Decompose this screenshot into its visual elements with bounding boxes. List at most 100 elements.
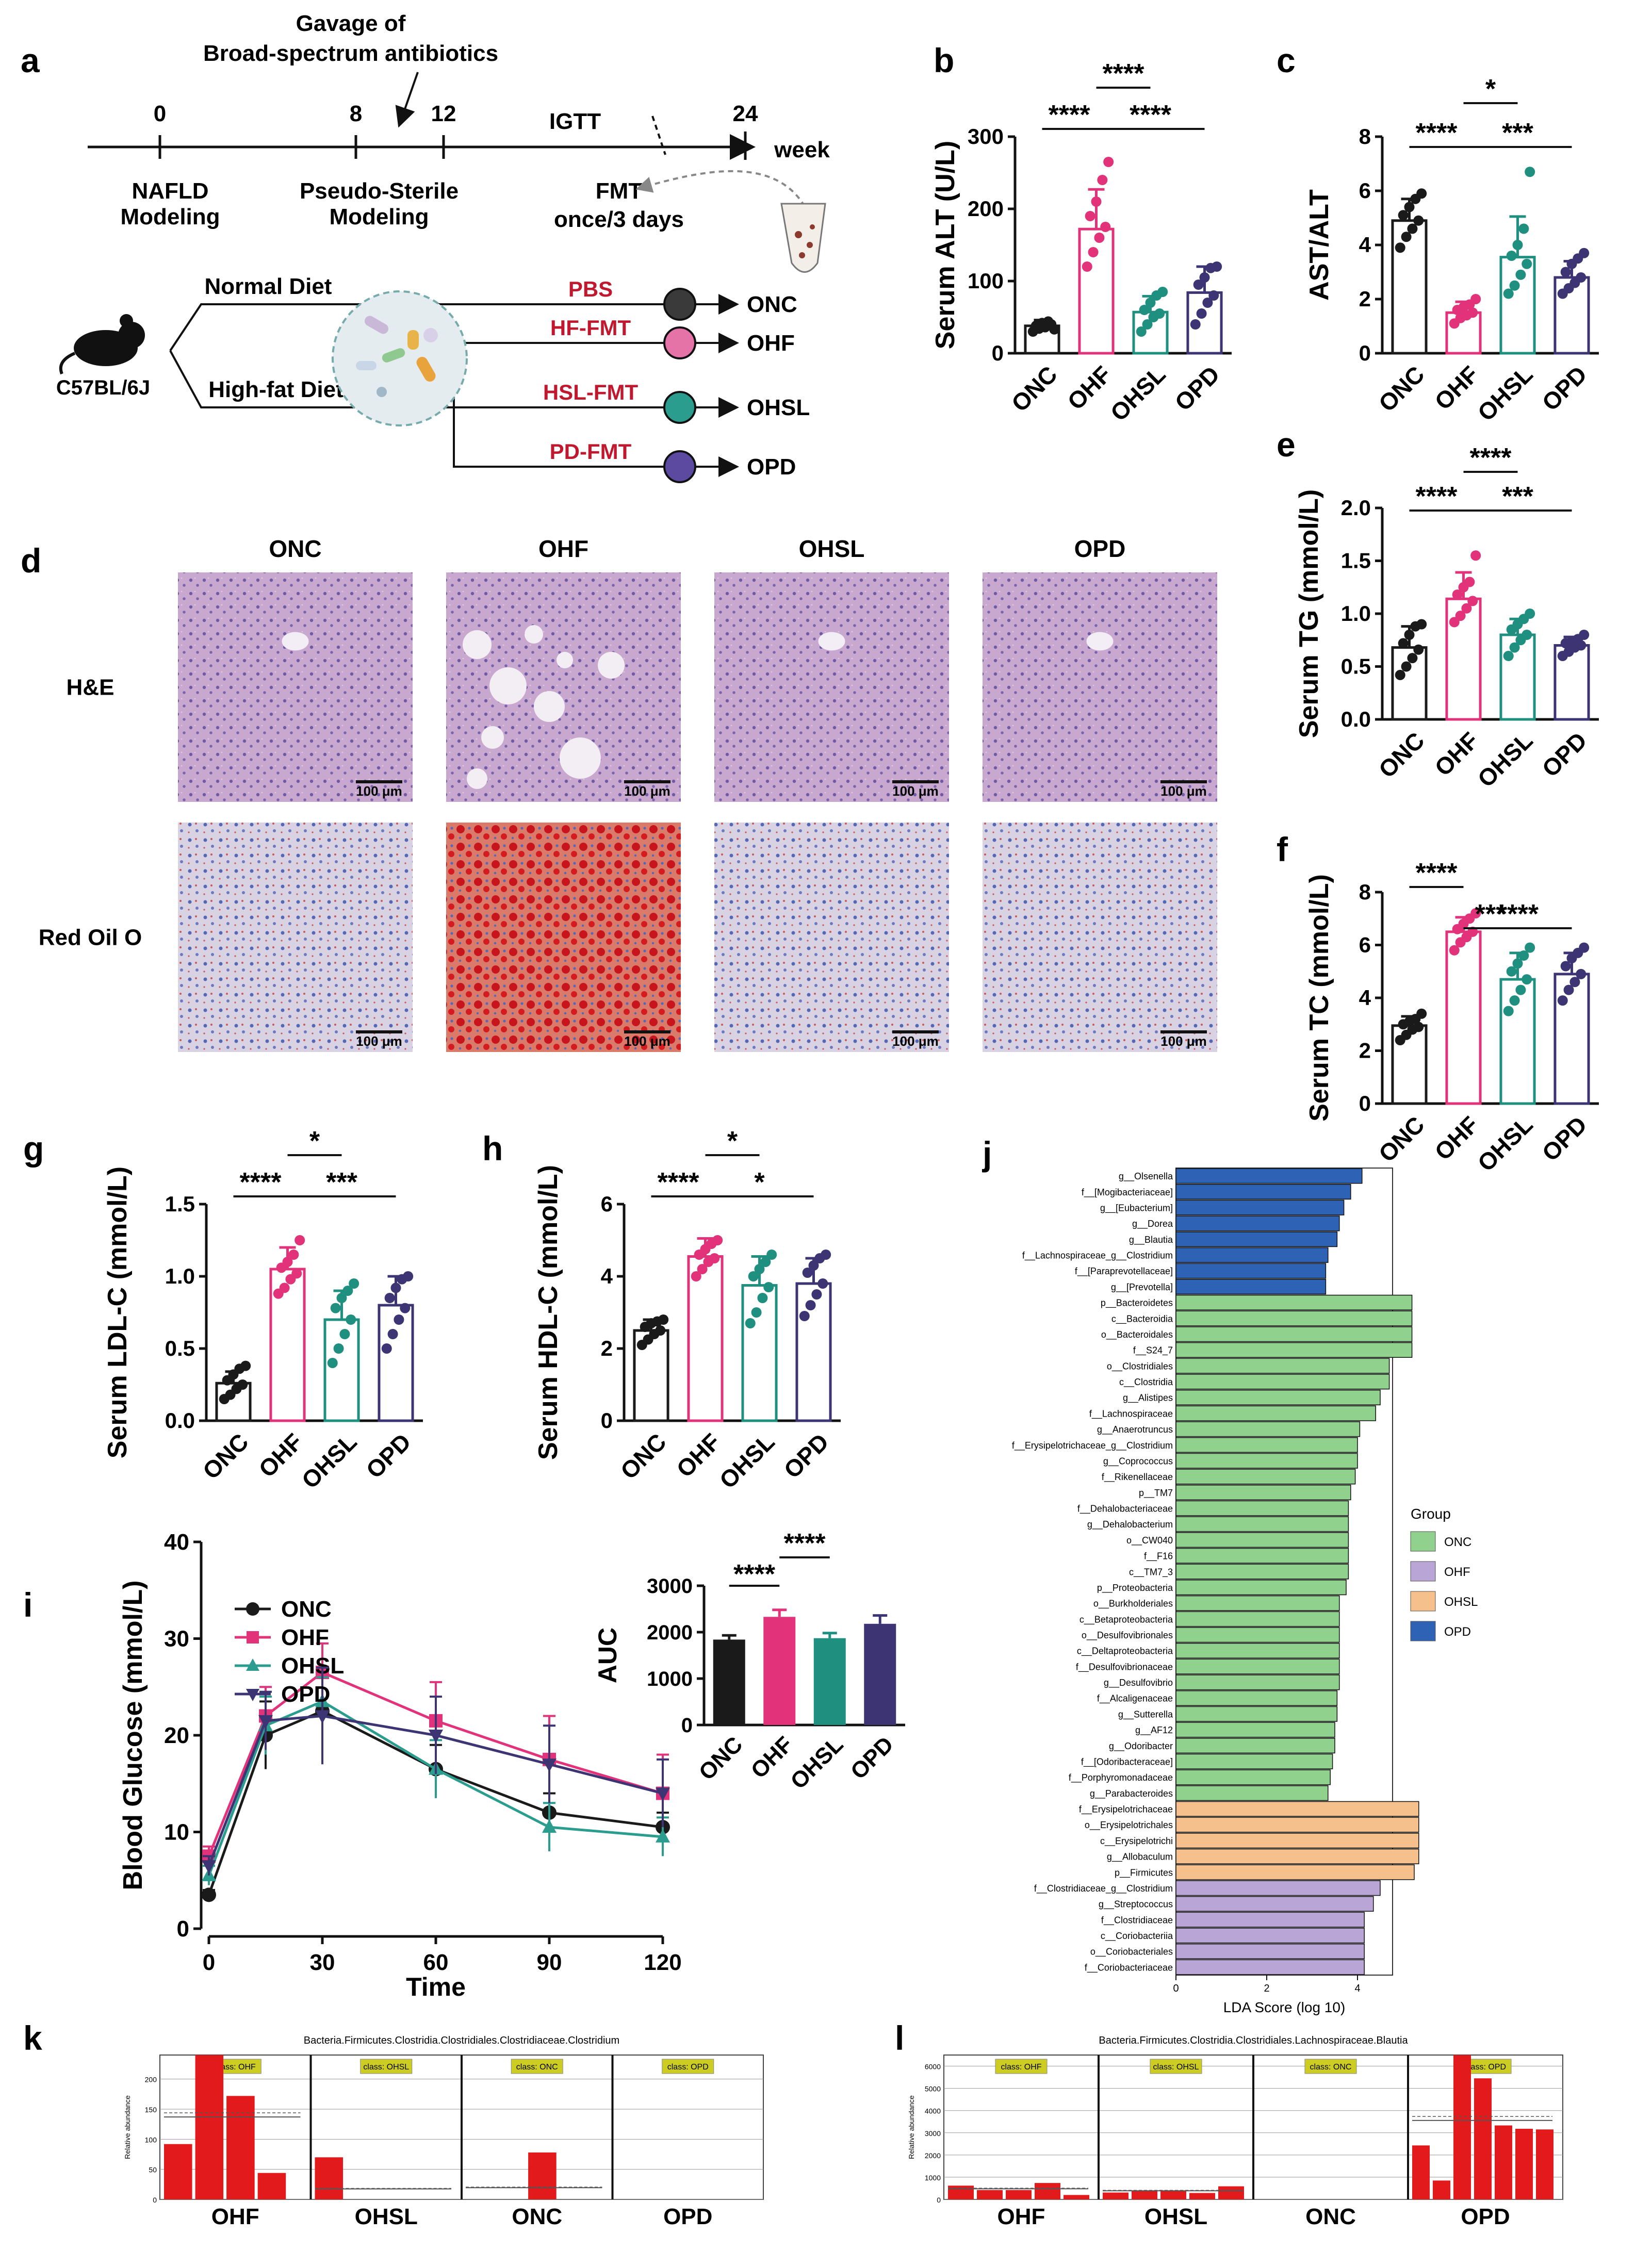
data-point bbox=[1085, 211, 1095, 221]
data-point bbox=[327, 1358, 338, 1368]
y-tick-label: 6 bbox=[1359, 933, 1371, 957]
abundance-bar bbox=[1536, 2129, 1553, 2199]
data-point bbox=[1449, 617, 1460, 628]
data-point bbox=[1196, 308, 1207, 319]
lda-bar bbox=[1175, 1580, 1347, 1596]
scale-bar bbox=[624, 780, 670, 783]
lipid-vacuole bbox=[560, 737, 601, 779]
lda-taxon-label: f__Porphyromonadaceae bbox=[1069, 1772, 1173, 1783]
abundance-class-badge bbox=[360, 2059, 413, 2074]
data-point bbox=[1525, 942, 1535, 953]
lda-legend-label: OHSL bbox=[1444, 1595, 1478, 1609]
data-point bbox=[817, 1278, 828, 1289]
data-point bbox=[1154, 308, 1165, 319]
abundance-group-name: OPD bbox=[663, 2204, 712, 2229]
auc-y-tick-label: 2000 bbox=[647, 1621, 693, 1644]
legend-marker bbox=[246, 1658, 259, 1671]
lda-taxon-label: c__Clostridia bbox=[1119, 1377, 1173, 1388]
lipid-vacuole bbox=[467, 768, 487, 789]
data-point bbox=[1404, 202, 1415, 212]
lda-taxon-label: f__Coriobacteriaceae bbox=[1085, 1962, 1173, 1973]
abundance-bar bbox=[1132, 2191, 1157, 2199]
lda-taxon-label: f__Lachnospiraceae_g__Clostridium bbox=[1022, 1251, 1173, 1261]
data-point bbox=[1094, 233, 1105, 243]
auc-y-tick-label: 0 bbox=[681, 1714, 693, 1737]
lda-bar bbox=[1175, 1658, 1340, 1674]
data-point bbox=[1522, 630, 1532, 640]
data-point bbox=[1043, 316, 1054, 327]
y-tick-label: 200 bbox=[968, 196, 1004, 221]
x-tick-label: OPD bbox=[1169, 360, 1224, 416]
y-tick-label: 10 bbox=[164, 1820, 189, 1845]
abundance-y-tick: 150 bbox=[145, 2106, 157, 2114]
lda-bar bbox=[1175, 1437, 1358, 1453]
lda-bar bbox=[1175, 1848, 1419, 1864]
lda-bar bbox=[1175, 1263, 1327, 1279]
sig-stars: **** bbox=[1416, 482, 1458, 512]
data-point bbox=[330, 1303, 341, 1313]
tube-icon bbox=[780, 203, 826, 273]
lipid-vacuole bbox=[489, 667, 527, 704]
lda-bar bbox=[1175, 1453, 1358, 1469]
panel-letter: i bbox=[23, 1586, 32, 1624]
abundance-y-label: Relative abundance bbox=[123, 2095, 132, 2159]
data-point bbox=[384, 1293, 395, 1303]
data-point bbox=[1413, 1022, 1424, 1032]
lda-bar bbox=[1175, 1279, 1327, 1295]
y-tick-label: 4 bbox=[1359, 233, 1371, 257]
group-circle bbox=[663, 326, 696, 359]
group-label: OHSL bbox=[747, 395, 810, 420]
data-point bbox=[1193, 280, 1204, 290]
series-line-OHSL bbox=[207, 1700, 663, 1876]
group-label: ONC bbox=[747, 292, 797, 317]
panel-i-glucose: i 0 10 20 30 40 0 30 60 90 120 Time Blood Glucose (m… bbox=[23, 1529, 905, 2001]
y-tick-label: 8 bbox=[1359, 880, 1371, 904]
abundance-y-tick: 2000 bbox=[925, 2151, 941, 2160]
data-point bbox=[1398, 210, 1409, 221]
lda-taxon-label: g__Parabacteroides bbox=[1090, 1788, 1173, 1799]
panel-d-histology: d ONC OHF OHSL OPD H&E 100 μm 100 μm 100 μm 100 … bbox=[21, 535, 1217, 1052]
lda-bar bbox=[1175, 1294, 1413, 1310]
abundance-bar bbox=[315, 2157, 344, 2199]
lda-bar bbox=[1175, 1959, 1365, 1975]
histology-image-ohf bbox=[446, 823, 681, 1052]
data-point bbox=[748, 1271, 759, 1281]
histology-column-label: OPD bbox=[1074, 535, 1126, 562]
auc-x-tick-label: OPD bbox=[846, 1732, 898, 1784]
x-tick-label: OPD bbox=[361, 1428, 416, 1483]
x-tick-label: ONC bbox=[1373, 360, 1430, 417]
lipid-vacuole bbox=[463, 630, 492, 659]
lda-bar bbox=[1175, 1785, 1329, 1801]
lda-taxon-label: g__Coprococcus bbox=[1103, 1456, 1173, 1467]
x-tick-label: OPD bbox=[1536, 1111, 1592, 1166]
data-point bbox=[1509, 280, 1520, 291]
data-point bbox=[1512, 958, 1523, 969]
lda-taxon-label: f__Dehalobacteriaceae bbox=[1077, 1504, 1173, 1515]
lda-legend-swatch bbox=[1410, 1621, 1436, 1641]
lda-taxon-label: g__Anaerotruncus bbox=[1097, 1424, 1173, 1435]
data-point bbox=[709, 1253, 720, 1263]
legend-label: ONC bbox=[281, 1597, 332, 1622]
lda-x-axis-label: LDA Score (log 10) bbox=[1223, 1999, 1346, 2015]
marker-triangle bbox=[656, 1829, 670, 1843]
scale-bar-label: 100 μm bbox=[356, 783, 402, 799]
data-point bbox=[1416, 619, 1427, 630]
abundance-group-name: OHSL bbox=[355, 2204, 418, 2229]
lda-taxon-label: o__Clostridiales bbox=[1107, 1361, 1173, 1372]
auc-sig-stars: **** bbox=[733, 1559, 776, 1589]
data-point bbox=[1395, 242, 1405, 253]
lda-bar bbox=[1175, 1642, 1340, 1659]
group-circle bbox=[663, 391, 696, 424]
lda-taxon-label: p__Proteobacteria bbox=[1097, 1583, 1173, 1593]
vessel-lumen bbox=[282, 632, 309, 651]
histology-image-onc bbox=[178, 823, 413, 1052]
abundance-group-name: OPD bbox=[1461, 2204, 1510, 2229]
x-tick-label: 60 bbox=[423, 1950, 449, 1975]
panel-letter: g bbox=[23, 1129, 44, 1168]
sig-stars: * bbox=[1485, 74, 1496, 104]
treatment-label: HSL-FMT bbox=[543, 380, 639, 404]
lda-bar bbox=[1175, 1912, 1365, 1928]
lda-legend-label: OPD bbox=[1444, 1625, 1471, 1639]
lda-bar bbox=[1175, 1500, 1349, 1516]
auc-x-tick-label: ONC bbox=[694, 1732, 748, 1785]
